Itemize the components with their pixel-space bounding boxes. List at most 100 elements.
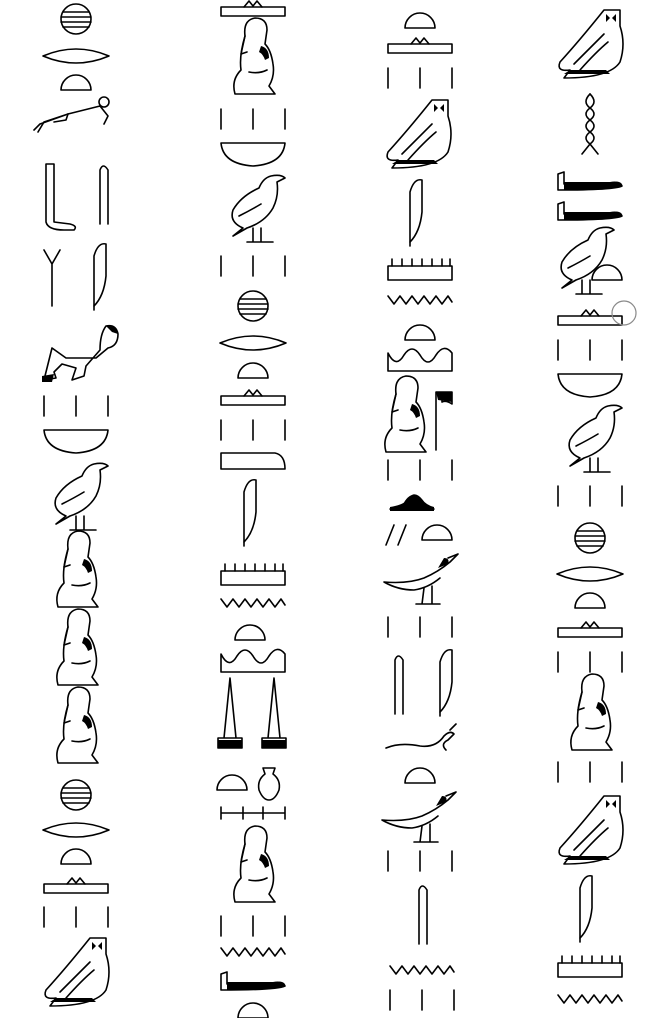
pool-glyph [557,955,623,978]
seated-man-glyph [56,686,99,764]
plural-strokes-glyph [387,67,453,89]
bird-glyph [231,174,286,243]
column-3 [381,12,459,1011]
hill-glyph [387,347,453,372]
feather-glyph [93,242,107,311]
basket-glyph [220,142,286,167]
basket-glyph [43,429,109,454]
hill-glyph [220,648,286,673]
loaf-glyph [421,524,453,541]
ibis-glyph [383,553,459,605]
arm-glyph [220,971,286,991]
hobble-glyph [220,806,286,820]
slab-glyph [220,452,286,470]
flag-glyph [435,391,453,451]
loaf-glyph [404,324,436,341]
mouth-glyph [42,48,110,64]
loaf-glyph [237,1002,269,1018]
prone-man-glyph [33,96,110,133]
column-1 [33,3,119,1007]
offering-table-glyph [220,0,286,17]
sun-disk-glyph [237,290,269,322]
seated-man-glyph [570,673,613,751]
loaf-glyph [404,12,436,29]
seated-man-glyph [233,825,276,903]
offering-table-glyph [557,621,623,638]
offering-table-glyph [387,37,453,54]
double-strokes-glyph [385,524,407,546]
sun-disk-glyph [60,779,92,811]
seated-man-glyph [233,17,276,95]
seated-man-glyph [384,375,427,453]
basket-glyph [557,373,623,398]
water-glyph [557,994,623,1004]
plural-strokes-glyph [557,761,623,783]
plural-strokes-glyph [389,989,455,1011]
ibis-glyph [381,791,457,843]
water-glyph [220,947,286,957]
water-glyph [220,598,286,608]
kneeling-man-glyph [41,324,119,383]
plural-strokes-glyph [557,485,623,507]
plural-strokes-glyph [43,395,109,417]
column-2 [216,0,287,1018]
column-4 [556,9,624,1004]
reed-glyph [394,655,404,715]
obelisk-glyph [217,677,243,749]
reed-glyph [99,165,109,225]
mouth-glyph [42,822,110,838]
water-glyph [389,965,455,975]
loaf-glyph [216,774,248,791]
plural-strokes-glyph [557,339,623,361]
loaf-glyph [60,74,92,91]
obelisk-glyph [261,677,287,749]
plural-strokes-glyph [43,906,109,928]
rope-glyph [581,93,599,155]
loaf-glyph [237,362,269,379]
offering-table-glyph [220,389,286,406]
plural-strokes-glyph [220,915,286,937]
offering-table-glyph [43,877,109,894]
feather-glyph [409,178,423,247]
circle-cursor [612,301,636,325]
loaf-glyph [234,624,266,641]
loaf-wave-glyph [389,493,435,512]
bird-glyph [560,226,615,295]
loaf-glyph [60,848,92,865]
arm-glyph [557,201,623,221]
owl-glyph [386,99,452,169]
seated-man-glyph [56,608,99,686]
foot-glyph [45,163,77,231]
plural-strokes-glyph [387,459,453,481]
arm-glyph [557,171,623,191]
plural-strokes-glyph [387,850,453,872]
owl-glyph [558,795,624,865]
plural-strokes-glyph [220,108,286,130]
owl-glyph [44,937,110,1007]
plural-strokes-glyph [387,616,453,638]
mouth-glyph [219,335,287,351]
pool-glyph [220,563,286,586]
sun-disk-glyph [574,522,606,554]
feather-glyph [439,648,453,717]
sun-disk-glyph [60,3,92,35]
flowering-reed-glyph [43,249,61,307]
bird-glyph [568,404,623,473]
loaf-glyph [574,592,606,609]
snake-glyph [385,723,457,751]
water-glyph [387,295,453,305]
loaf-glyph [404,767,436,784]
pot-glyph [257,767,281,801]
pool-glyph [387,258,453,281]
plural-strokes-glyph [220,255,286,277]
owl-glyph [558,9,624,79]
feather-glyph [579,874,593,943]
reed-glyph [418,885,428,945]
seated-man-glyph [56,530,99,608]
plural-strokes-glyph [557,651,623,673]
feather-glyph [243,478,257,547]
bird-glyph [54,462,109,531]
mouth-glyph [556,566,624,582]
plural-strokes-glyph [220,419,286,441]
